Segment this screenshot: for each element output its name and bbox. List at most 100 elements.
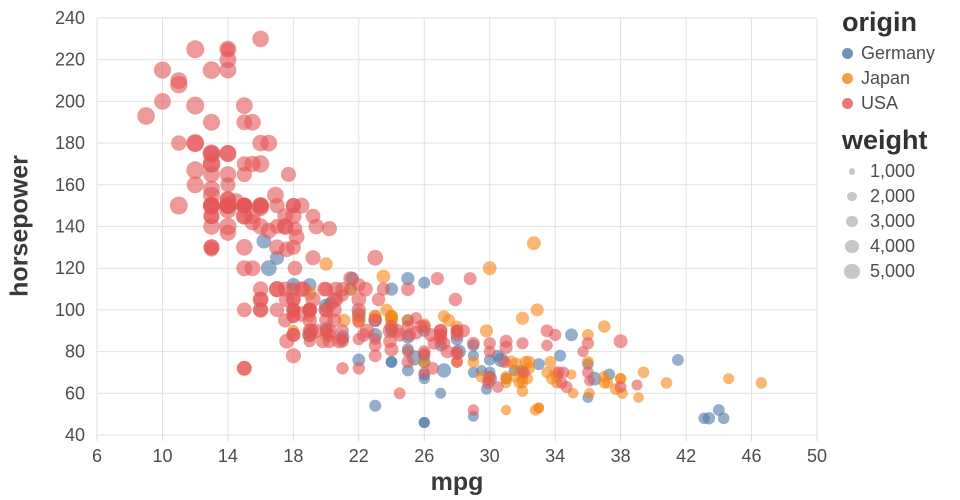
data-point <box>219 145 237 162</box>
data-point <box>279 333 295 349</box>
data-point <box>492 381 504 393</box>
data-point <box>433 332 448 346</box>
size-swatch-wrap <box>842 187 862 207</box>
data-point <box>219 61 237 79</box>
data-point <box>203 180 220 198</box>
data-point <box>376 269 391 284</box>
data-point <box>219 166 237 183</box>
data-point <box>235 97 253 114</box>
size-2000-swatch-icon <box>847 191 857 202</box>
data-point <box>631 379 643 391</box>
data-point <box>500 371 512 383</box>
data-point <box>430 272 444 286</box>
y-tick-label: 240 <box>55 8 85 28</box>
x-tick-label: 34 <box>545 446 565 466</box>
data-point <box>467 356 480 368</box>
data-point <box>544 356 557 368</box>
data-point <box>672 354 684 366</box>
x-tick-label: 30 <box>480 446 500 466</box>
x-tick-label: 26 <box>414 446 434 466</box>
data-point <box>356 328 371 342</box>
usa-swatch-icon <box>842 98 853 109</box>
data-point <box>277 218 294 235</box>
size-legend-item-2000: 2,000 <box>842 184 960 209</box>
origin-legend-title: origin <box>842 7 917 37</box>
data-point <box>614 381 627 393</box>
data-point <box>244 113 261 131</box>
data-point <box>337 313 351 327</box>
data-point <box>660 377 673 389</box>
data-point <box>293 306 310 322</box>
data-point <box>244 214 261 231</box>
x-tick-label: 46 <box>741 446 761 466</box>
legend-label-germany: Germany <box>861 43 936 63</box>
y-tick-label: 160 <box>55 175 85 195</box>
data-point <box>305 208 321 224</box>
data-point <box>712 404 725 416</box>
size-legend-item-4000: 4,000 <box>842 234 960 259</box>
data-point <box>267 186 284 204</box>
data-point <box>317 281 332 297</box>
data-point <box>582 366 594 379</box>
x-tick-label: 6 <box>92 446 102 466</box>
data-point <box>450 347 464 361</box>
size-3000-swatch-icon <box>846 215 858 228</box>
size-swatch-wrap <box>842 237 862 257</box>
data-point <box>303 335 316 348</box>
weight-legend-title: weight <box>842 125 928 155</box>
data-point <box>236 302 252 318</box>
legend-item-germany: Germany <box>842 41 960 66</box>
data-point <box>260 260 277 277</box>
data-point <box>633 392 644 403</box>
size-legend-item-1000: 1,000 <box>842 159 960 184</box>
data-point <box>336 362 349 375</box>
data-point <box>483 337 496 350</box>
data-point <box>278 313 293 328</box>
data-point <box>418 347 431 360</box>
legend: origin Germany Japan USA weight 1,000 2,… <box>842 6 960 284</box>
data-point <box>555 377 568 389</box>
data-point <box>202 155 221 173</box>
data-point <box>186 176 204 194</box>
x-tick-label: 14 <box>218 446 238 466</box>
y-tick-label: 60 <box>65 383 85 403</box>
size-label-3000: 3,000 <box>870 211 916 231</box>
data-point <box>279 291 295 308</box>
y-tick-label: 100 <box>55 300 85 320</box>
data-point <box>393 387 406 400</box>
data-point <box>518 366 530 379</box>
data-point <box>500 404 512 416</box>
data-point <box>448 292 463 307</box>
data-point <box>437 310 450 323</box>
data-point <box>203 239 220 256</box>
germany-swatch-icon <box>842 48 853 59</box>
size-legend-item-3000: 3,000 <box>842 209 960 234</box>
size-swatch-wrap <box>842 262 862 282</box>
japan-swatch-icon <box>842 73 853 84</box>
data-point <box>584 387 595 399</box>
data-point <box>328 292 344 307</box>
data-point <box>499 340 513 354</box>
data-point <box>186 40 205 59</box>
data-point <box>384 319 399 334</box>
data-point <box>479 324 494 338</box>
data-point <box>482 261 497 276</box>
y-tick-label: 200 <box>55 91 85 111</box>
x-axis-title: mpg <box>430 468 484 496</box>
y-tick-label: 220 <box>55 50 85 70</box>
data-point <box>402 345 414 358</box>
data-point <box>288 229 305 245</box>
data-point <box>614 373 627 385</box>
data-point <box>305 250 321 266</box>
data-point <box>463 272 477 286</box>
data-point <box>516 337 529 350</box>
data-point <box>220 42 235 57</box>
data-point <box>279 241 295 258</box>
data-point <box>153 61 172 79</box>
y-tick-label: 180 <box>55 133 85 153</box>
y-tick-label: 40 <box>65 425 85 445</box>
data-point <box>598 320 611 333</box>
legend-label-usa: USA <box>861 93 899 113</box>
data-point <box>402 328 417 342</box>
